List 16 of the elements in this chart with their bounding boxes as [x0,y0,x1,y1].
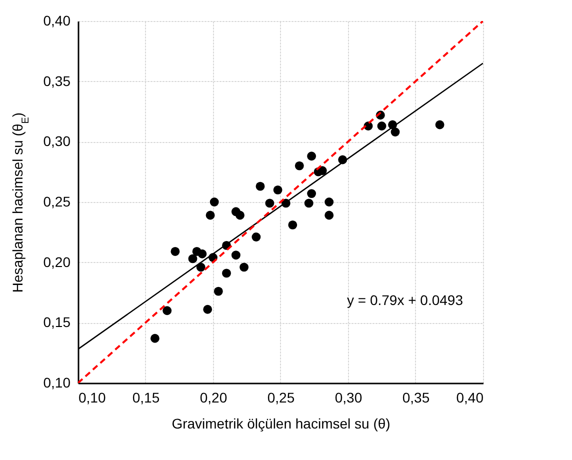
x-tick-label: 0,25 [267,390,295,406]
y-tick-label: 0,35 [43,72,71,89]
x-tick-label: 0,30 [334,390,362,406]
x-tick-label: 0,20 [200,390,228,406]
x-tick-label: 0,15 [132,390,160,406]
y-tick-label: 0,10 [43,374,71,390]
y-tick-label: 0,20 [43,254,71,270]
y-tick-label: 0,30 [43,133,71,150]
annotation: y = 0.79x + 0.0493 [347,292,464,308]
x-axis-title: Gravimetrik ölçülen hacimsel su (θ) [172,416,390,432]
x-tick-label: 0,10 [78,390,106,406]
x-tick-label: 0,35 [402,390,430,406]
x-tick-label: 0,40 [456,390,484,406]
y-tick-label: 0,15 [43,314,71,330]
y-tick-label: 0,40 [43,12,71,28]
y-tick-label: 0,25 [43,194,71,210]
